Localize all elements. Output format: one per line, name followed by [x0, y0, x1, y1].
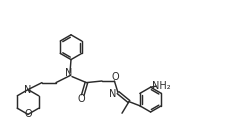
Text: N: N — [64, 68, 72, 78]
Text: NH₂: NH₂ — [152, 81, 170, 91]
Text: N: N — [108, 89, 116, 99]
Text: O: O — [24, 109, 32, 119]
Text: N: N — [24, 85, 32, 95]
Text: O: O — [111, 72, 119, 82]
Text: O: O — [78, 94, 85, 104]
